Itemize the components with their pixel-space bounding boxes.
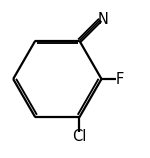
Text: N: N: [98, 12, 109, 27]
Text: Cl: Cl: [72, 129, 87, 144]
Text: F: F: [116, 72, 124, 86]
